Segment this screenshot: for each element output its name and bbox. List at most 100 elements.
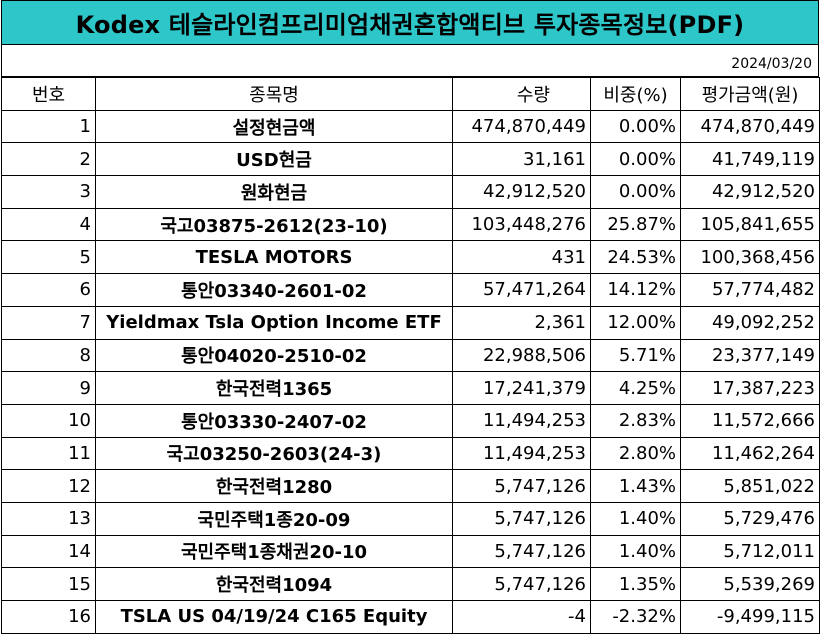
row-value: 5,851,022: [680, 469, 820, 503]
row-number: 10: [1, 403, 96, 438]
row-value: 23,377,149: [680, 338, 820, 373]
table-row: 5 TESLA MOTORS 431 24.53% 100,368,456: [1, 240, 820, 275]
row-number: 6: [1, 273, 96, 307]
row-name: 국고03250-2603(24-3): [95, 436, 453, 471]
row-name: 원화현금: [95, 175, 453, 209]
row-value: 105,841,655: [680, 207, 820, 242]
row-name: USD현금: [95, 142, 453, 177]
row-name: 설정현금액: [95, 109, 453, 144]
date-label: 2024/03/20: [1, 45, 819, 77]
header-number: 번호: [1, 77, 96, 111]
row-weight: 0.00%: [590, 142, 681, 177]
row-name: TESLA MOTORS: [95, 240, 453, 275]
row-weight: 2.83%: [590, 403, 681, 438]
row-quantity: 5,747,126: [452, 501, 591, 536]
header-quantity: 수량: [452, 77, 591, 111]
row-quantity: -4: [452, 600, 591, 634]
row-weight: 1.35%: [590, 567, 681, 601]
row-value: 49,092,252: [680, 305, 820, 340]
row-number: 1: [1, 109, 96, 144]
row-quantity: 11,494,253: [452, 436, 591, 471]
header-weight: 비중(%): [590, 77, 681, 111]
row-number: 3: [1, 175, 96, 209]
row-quantity: 431: [452, 240, 591, 275]
row-value: 11,572,666: [680, 403, 820, 438]
row-number: 9: [1, 371, 96, 405]
table-row: 6 통안03340-2601-02 57,471,264 14.12% 57,774,4…: [1, 273, 820, 307]
row-quantity: 57,471,264: [452, 273, 591, 307]
table-row: 7 Yieldmax Tsla Option Income ETF 2,361 12.…: [1, 305, 820, 340]
row-quantity: 17,241,379: [452, 371, 591, 405]
row-value: 474,870,449: [680, 109, 820, 144]
row-weight: 1.43%: [590, 469, 681, 503]
row-weight: 12.00%: [590, 305, 681, 340]
row-quantity: 103,448,276: [452, 207, 591, 242]
row-weight: 25.87%: [590, 207, 681, 242]
table-row: 2 USD현금 31,161 0.00% 41,749,119: [1, 142, 820, 177]
row-number: 7: [1, 305, 96, 340]
table-row: 10 통안03330-2407-02 11,494,253 2.83% 11,572,6…: [1, 403, 820, 438]
table-row: 15 한국전력1094 5,747,126 1.35% 5,539,269: [1, 567, 820, 601]
row-name: 통안04020-2510-02: [95, 338, 453, 373]
table-header-row: 번호 종목명 수량 비중(%) 평가금액(원): [1, 77, 820, 111]
row-number: 5: [1, 240, 96, 275]
row-number: 2: [1, 142, 96, 177]
header-value: 평가금액(원): [680, 77, 820, 111]
row-quantity: 5,747,126: [452, 534, 591, 569]
row-weight: -2.32%: [590, 600, 681, 634]
row-name: 국민주택1종채권20-10: [95, 534, 453, 569]
row-name: 한국전력1280: [95, 469, 453, 503]
row-number: 13: [1, 501, 96, 536]
row-quantity: 11,494,253: [452, 403, 591, 438]
row-name: 국고03875-2612(23-10): [95, 207, 453, 242]
row-value: 17,387,223: [680, 371, 820, 405]
row-number: 12: [1, 469, 96, 503]
row-weight: 24.53%: [590, 240, 681, 275]
row-name: 한국전력1094: [95, 567, 453, 601]
table-row: 1 설정현금액 474,870,449 0.00% 474,870,449: [1, 109, 820, 144]
row-value: 100,368,456: [680, 240, 820, 275]
table-row: 11 국고03250-2603(24-3) 11,494,253 2.80% 11,46…: [1, 436, 820, 471]
row-value: 5,539,269: [680, 567, 820, 601]
table-row: 3 원화현금 42,912,520 0.00% 42,912,520: [1, 175, 820, 209]
row-weight: 0.00%: [590, 109, 681, 144]
row-quantity: 5,747,126: [452, 567, 591, 601]
row-value: 5,712,011: [680, 534, 820, 569]
row-name: 통안03340-2601-02: [95, 273, 453, 307]
row-value: 42,912,520: [680, 175, 820, 209]
row-quantity: 42,912,520: [452, 175, 591, 209]
row-value: -9,499,115: [680, 600, 820, 634]
table-row: 12 한국전력1280 5,747,126 1.43% 5,851,022: [1, 469, 820, 503]
row-name: 통안03330-2407-02: [95, 403, 453, 438]
row-number: 11: [1, 436, 96, 471]
header-name: 종목명: [95, 77, 453, 111]
row-number: 16: [1, 600, 96, 634]
row-weight: 4.25%: [590, 371, 681, 405]
row-number: 4: [1, 207, 96, 242]
table-row: 8 통안04020-2510-02 22,988,506 5.71% 23,377,14…: [1, 338, 820, 373]
row-weight: 2.80%: [590, 436, 681, 471]
row-value: 5,729,476: [680, 501, 820, 536]
row-weight: 1.40%: [590, 501, 681, 536]
table-row: 13 국민주택1종20-09 5,747,126 1.40% 5,729,476: [1, 501, 820, 536]
row-weight: 1.40%: [590, 534, 681, 569]
row-number: 15: [1, 567, 96, 601]
row-value: 41,749,119: [680, 142, 820, 177]
row-value: 11,462,264: [680, 436, 820, 471]
row-name: Yieldmax Tsla Option Income ETF: [95, 305, 453, 340]
row-weight: 0.00%: [590, 175, 681, 209]
table-row: 16 TSLA US 04/19/24 C165 Equity -4 -2.32% -9…: [1, 600, 820, 634]
row-name: 국민주택1종20-09: [95, 501, 453, 536]
row-quantity: 22,988,506: [452, 338, 591, 373]
row-quantity: 2,361: [452, 305, 591, 340]
row-number: 14: [1, 534, 96, 569]
row-weight: 14.12%: [590, 273, 681, 307]
row-quantity: 31,161: [452, 142, 591, 177]
page-title: Kodex 테슬라인컴프리미엄채권혼합액티브 투자종목정보(PDF): [1, 0, 819, 45]
row-name: 한국전력1365: [95, 371, 453, 405]
row-name: TSLA US 04/19/24 C165 Equity: [95, 600, 453, 634]
row-number: 8: [1, 338, 96, 373]
table-row: 9 한국전력1365 17,241,379 4.25% 17,387,223: [1, 371, 820, 405]
row-quantity: 5,747,126: [452, 469, 591, 503]
